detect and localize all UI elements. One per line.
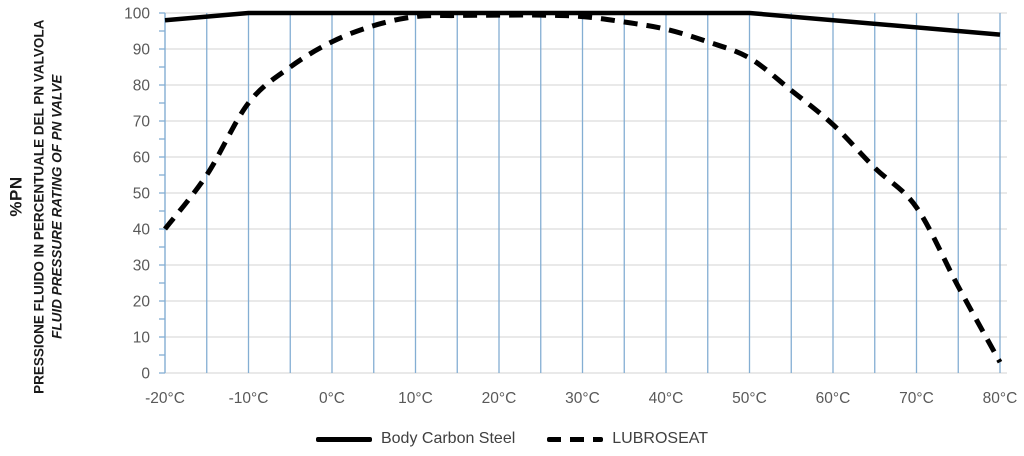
y-tick-label: 90 (133, 42, 151, 59)
y-tick-label: 0 (141, 366, 150, 383)
dashed-line-icon (547, 436, 604, 442)
x-tick-label: -10°C (229, 390, 269, 407)
y-tick-label: 60 (133, 150, 151, 167)
legend-item-lubroseat: LUBROSEAT (547, 430, 708, 448)
x-tick-label: 30°C (565, 390, 600, 407)
x-tick-label: 0°C (319, 390, 345, 407)
x-tick-label: -20°C (145, 390, 185, 407)
x-tick-label: 20°C (482, 390, 517, 407)
x-tick-label: 10°C (398, 390, 433, 407)
y-tick-label: 80 (133, 78, 151, 95)
series-lubroseat (163, 12, 1003, 364)
x-tick-label: 40°C (649, 390, 684, 407)
x-tick-label: 50°C (732, 390, 767, 407)
x-tick-label: 60°C (816, 390, 851, 407)
y-tick-label: 30 (133, 258, 151, 275)
legend-item-body-carbon-steel: Body Carbon Steel (315, 430, 516, 448)
x-tick-label: 70°C (899, 390, 934, 407)
y-tick-label: 50 (133, 186, 151, 203)
legend-label-body-carbon-steel: Body Carbon Steel (380, 430, 516, 447)
y-tick-label: 40 (133, 222, 151, 239)
x-tick-label: 80°C (983, 390, 1018, 407)
y-tick-label: 10 (133, 330, 151, 347)
chart-legend: Body Carbon Steel LUBROSEAT (0, 427, 1024, 451)
y-tick-label: 100 (124, 6, 150, 23)
y-tick-label: 70 (133, 114, 151, 131)
y-tick-label: 20 (133, 294, 151, 311)
solid-line-icon (315, 436, 372, 442)
legend-label-lubroseat: LUBROSEAT (612, 430, 709, 447)
